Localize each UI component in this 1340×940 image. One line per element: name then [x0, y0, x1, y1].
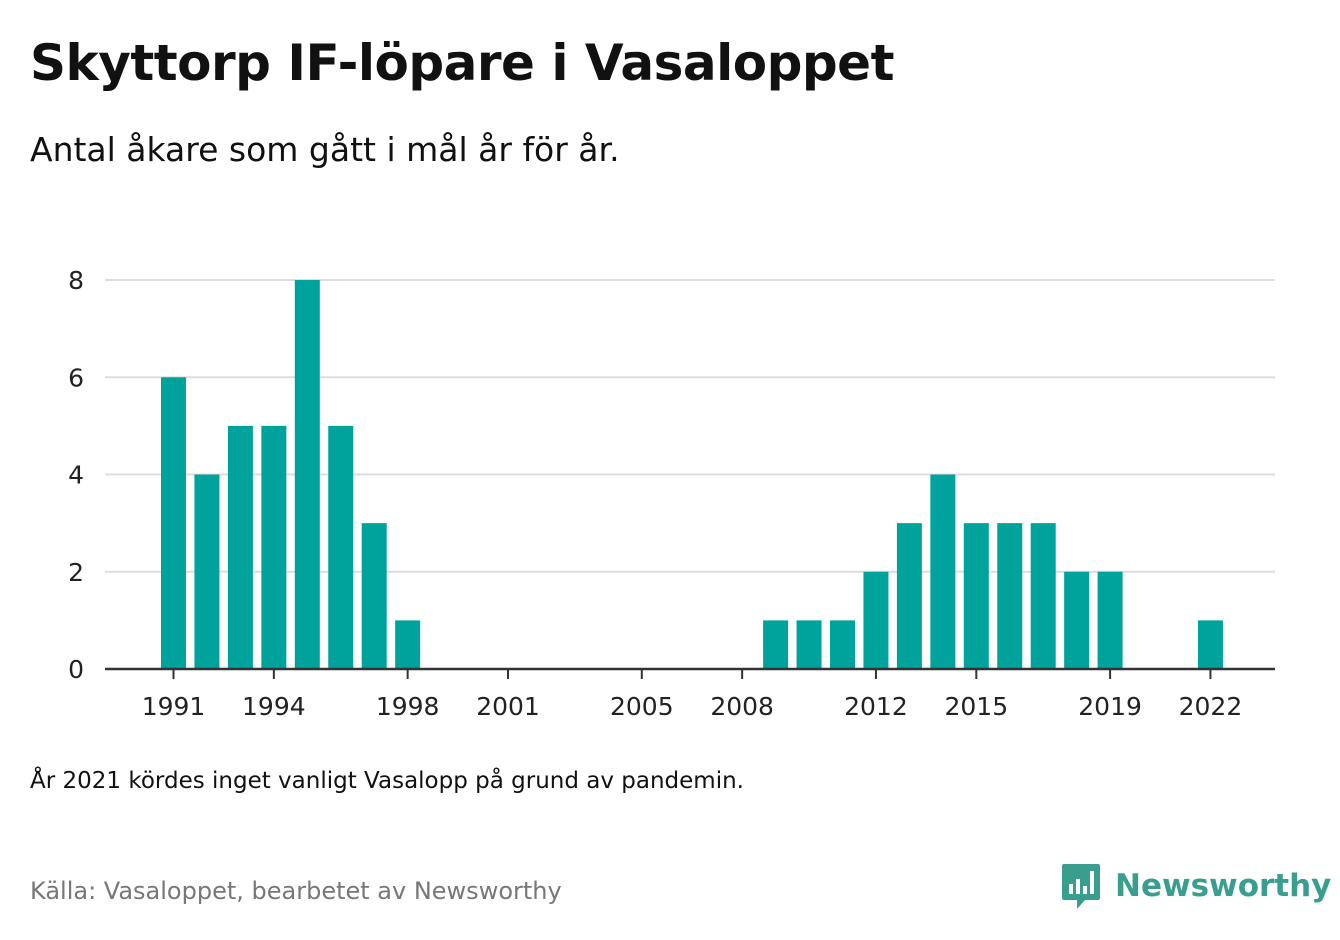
- bar-2010: [796, 620, 822, 669]
- bar-2018: [1064, 571, 1090, 669]
- x-tick-label: 2008: [710, 692, 774, 721]
- bar-2015: [963, 523, 989, 669]
- y-axis-labels: 0 2 4 6 8: [68, 266, 84, 684]
- bar-2013: [896, 523, 922, 669]
- chart-title: Skyttorp IF-löpare i Vasaloppet: [30, 34, 894, 92]
- x-tick-label: 2005: [610, 692, 674, 721]
- bar-chart-speech-bubble-icon: [1062, 864, 1100, 909]
- chart-subtitle: Antal åkare som gått i mål år för år.: [30, 130, 620, 169]
- bar-1991: [161, 377, 186, 669]
- bar-2012: [863, 571, 889, 669]
- x-tick-label: 2001: [476, 692, 540, 721]
- x-tick-label: 2019: [1078, 692, 1142, 721]
- bar-1998: [395, 620, 421, 669]
- x-tick-label: 1991: [142, 692, 206, 721]
- x-axis: 1991 1994 1998 2001 2005 2008 2012 2015 2019 2022: [105, 667, 1275, 721]
- y-tick-label: 6: [68, 363, 84, 392]
- bar-1993: [227, 425, 253, 669]
- bar-2017: [1030, 523, 1056, 669]
- bar-1995: [294, 280, 320, 669]
- x-tick-label: 2022: [1179, 692, 1243, 721]
- source-credit: Källa: Vasaloppet, bearbetet av Newswort…: [30, 877, 562, 905]
- x-tick-label: 2012: [844, 692, 908, 721]
- bar-1997: [361, 523, 387, 669]
- y-tick-label: 2: [68, 558, 84, 587]
- bar-2014: [930, 474, 956, 669]
- bar-1992: [194, 474, 220, 669]
- bar-1994: [261, 425, 287, 669]
- footnote: År 2021 kördes inget vanligt Vasalopp på…: [30, 768, 744, 794]
- bar-2019: [1097, 571, 1123, 669]
- y-tick-label: 8: [68, 266, 84, 295]
- bar-1996: [328, 425, 354, 669]
- x-tick-label: 1994: [242, 692, 306, 721]
- bar-chart: 1991 1994 1998 2001 2005 2008 2012 2015 2019 2022…: [68, 266, 1275, 721]
- newsworthy-logo: Newsworthy: [1061, 862, 1331, 910]
- bar-2011: [830, 620, 855, 669]
- bar-2016: [997, 523, 1023, 669]
- x-tick-label: 2015: [944, 692, 1008, 721]
- bar-2022: [1197, 620, 1223, 669]
- bars: [161, 280, 1223, 669]
- x-tick-label: 1998: [376, 692, 440, 721]
- bar-2009: [763, 620, 789, 669]
- y-tick-label: 4: [68, 461, 84, 490]
- y-tick-label: 0: [68, 655, 84, 684]
- brand-name: Newsworthy: [1115, 868, 1332, 904]
